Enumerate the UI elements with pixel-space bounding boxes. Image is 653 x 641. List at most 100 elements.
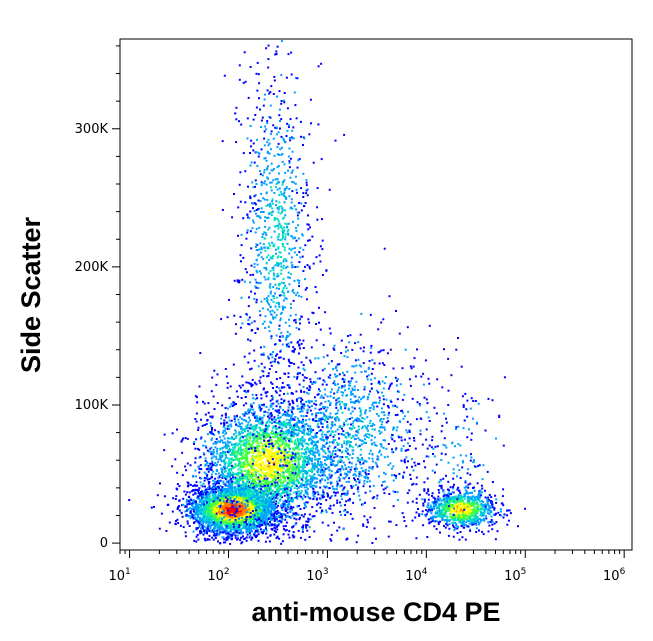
data-point	[245, 444, 248, 446]
data-point	[269, 461, 272, 464]
data-point	[277, 463, 280, 466]
data-point	[314, 432, 317, 435]
data-point	[249, 523, 252, 526]
data-point	[204, 459, 207, 462]
data-point	[254, 497, 257, 500]
data-point	[288, 482, 291, 485]
data-point	[288, 437, 291, 440]
data-point	[225, 466, 228, 469]
data-point	[194, 447, 197, 450]
data-point	[218, 482, 220, 485]
data-point	[240, 493, 243, 495]
data-point	[203, 517, 206, 520]
data-point	[235, 530, 238, 533]
data-point	[222, 515, 225, 517]
data-point	[224, 456, 227, 459]
data-point	[186, 508, 189, 511]
data-point	[252, 467, 255, 470]
data-point	[163, 495, 166, 498]
data-point	[212, 479, 215, 482]
data-point	[287, 400, 290, 403]
data-point	[252, 408, 255, 411]
data-point	[247, 408, 250, 411]
data-point	[225, 454, 227, 457]
data-point	[266, 496, 269, 499]
data-point	[259, 429, 262, 431]
data-point	[280, 542, 283, 545]
data-point	[200, 504, 202, 507]
data-point	[261, 419, 264, 422]
data-point	[362, 523, 365, 526]
data-point	[255, 383, 258, 386]
data-point	[285, 528, 288, 531]
data-point	[232, 474, 235, 477]
data-point	[256, 519, 259, 522]
data-point	[217, 440, 220, 443]
data-point	[195, 527, 198, 530]
data-point	[199, 481, 202, 484]
data-point	[285, 431, 288, 434]
data-point	[201, 517, 204, 520]
data-point	[241, 541, 244, 544]
data-point	[303, 513, 306, 516]
data-point	[204, 494, 207, 497]
data-point	[319, 506, 322, 509]
data-point	[208, 511, 211, 513]
data-point	[260, 417, 263, 420]
data-point	[286, 501, 288, 503]
data-point	[242, 404, 245, 407]
data-point	[212, 534, 215, 537]
data-point	[203, 525, 206, 528]
data-point	[321, 468, 323, 471]
data-point	[275, 496, 277, 499]
data-point	[220, 499, 223, 502]
data-point	[279, 444, 282, 447]
data-point	[312, 450, 315, 453]
data-point	[353, 407, 356, 410]
data-point	[234, 513, 237, 516]
data-point	[280, 401, 283, 404]
data-point	[320, 422, 323, 425]
data-point	[305, 486, 308, 489]
data-point	[196, 534, 199, 536]
data-point	[245, 536, 248, 539]
data-point	[229, 530, 232, 533]
data-point	[226, 514, 229, 517]
data-point	[198, 513, 201, 516]
data-point	[228, 397, 231, 400]
data-point	[226, 475, 229, 478]
data-point	[259, 509, 262, 512]
data-point	[302, 475, 305, 478]
data-point	[232, 523, 235, 526]
data-point	[350, 423, 352, 426]
data-point	[211, 491, 214, 494]
data-point	[298, 464, 300, 467]
data-point	[238, 506, 241, 509]
data-point	[226, 485, 229, 487]
data-point	[205, 515, 208, 518]
data-point	[214, 495, 217, 498]
data-point	[239, 494, 242, 497]
data-point	[299, 492, 302, 495]
data-point	[249, 431, 252, 434]
data-point	[212, 531, 215, 534]
data-point	[286, 423, 289, 426]
data-point	[198, 471, 201, 474]
data-point	[254, 474, 257, 477]
data-point	[220, 471, 223, 474]
data-point	[281, 484, 284, 487]
data-point	[224, 512, 227, 515]
data-point	[271, 430, 274, 432]
data-point	[205, 507, 208, 510]
data-point	[203, 511, 206, 514]
data-point	[224, 541, 227, 544]
data-point	[222, 536, 225, 539]
data-point	[339, 449, 341, 452]
data-point	[176, 428, 178, 431]
data-point	[257, 437, 260, 439]
data-point	[219, 531, 222, 534]
data-point	[242, 522, 245, 525]
data-point	[300, 407, 303, 410]
data-point	[271, 517, 274, 520]
data-point	[279, 449, 282, 452]
